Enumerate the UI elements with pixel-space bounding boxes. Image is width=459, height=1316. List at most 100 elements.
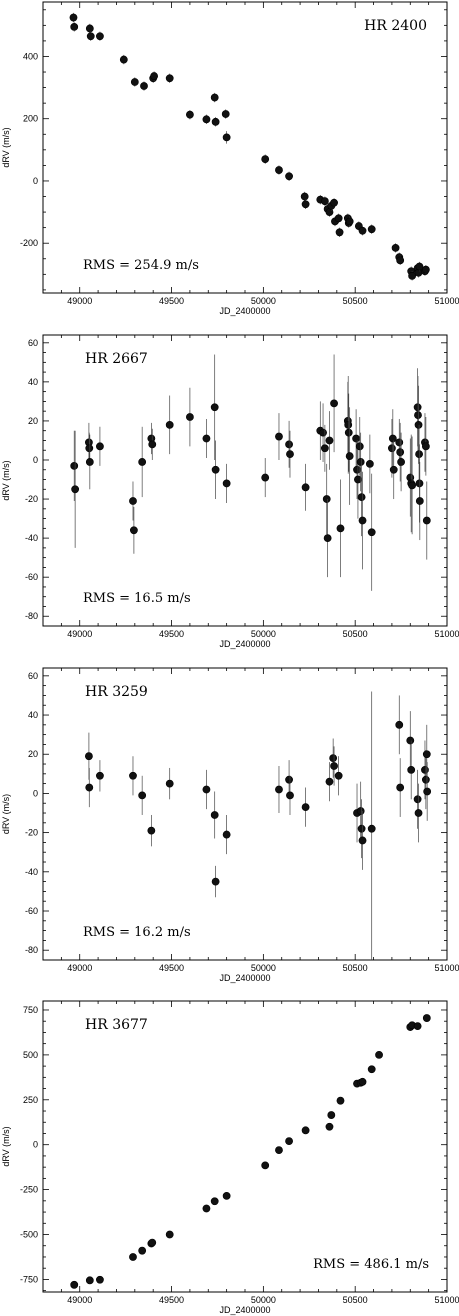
rms-annotation: RMS = 16.5 m/s [83, 591, 191, 606]
data-point [70, 1280, 79, 1289]
data-point [415, 450, 423, 459]
data-point [285, 1137, 293, 1146]
data-point [85, 24, 94, 33]
data-point [210, 403, 219, 412]
data-point [130, 78, 139, 86]
x-tick-label: 49000 [67, 296, 92, 306]
data-point [345, 452, 354, 460]
data-point [358, 516, 367, 525]
data-point [391, 243, 400, 252]
data-point [301, 200, 310, 209]
y-tick-label: 750 [23, 1005, 38, 1015]
y-tick-label: 500 [23, 1050, 38, 1060]
data-point [421, 775, 430, 784]
y-tick-label: 0 [33, 455, 38, 465]
data-point [421, 442, 430, 451]
data-point [327, 1111, 336, 1119]
data-point [345, 217, 354, 226]
data-point [186, 110, 194, 119]
data-point [319, 428, 327, 437]
data-point [96, 1275, 104, 1284]
data-point [301, 1126, 310, 1135]
data-point [301, 803, 310, 812]
data-point [415, 497, 424, 505]
data-point [367, 528, 376, 537]
data-point [261, 473, 270, 482]
data-point [119, 55, 128, 64]
chart-panel-2: 49000 49500 50000 50500 51000 -80 -60 -40 -20 0 20… [1, 667, 459, 983]
data-point [186, 413, 194, 421]
data-point [148, 440, 157, 449]
plot-frame [42, 667, 448, 961]
data-point [85, 1276, 94, 1285]
data-point [165, 420, 174, 429]
data-point [358, 226, 367, 235]
y-tick-label: 250 [23, 1095, 38, 1105]
x-tick-label: 50500 [343, 1295, 368, 1305]
plot-frame [42, 1000, 448, 1293]
data-point [96, 32, 104, 41]
data-point [202, 785, 211, 794]
data-point [330, 399, 338, 408]
data-point [202, 1204, 211, 1213]
plot-frame [42, 334, 448, 627]
y-axis-label: dRV (m/s) [1, 794, 11, 834]
y-tick-label: 40 [28, 710, 38, 720]
data-point [325, 436, 334, 445]
data-point [138, 791, 147, 800]
data-point [85, 783, 94, 792]
x-tick-label: 50500 [343, 963, 368, 973]
data-point [148, 1238, 157, 1247]
x-tick-label: 50000 [251, 629, 276, 639]
data-point [147, 826, 156, 835]
data-point [286, 450, 294, 459]
data-point [357, 493, 366, 502]
y-tick-label: 40 [28, 377, 38, 387]
data-point [330, 198, 338, 207]
x-axis-label: JD_2400000 [219, 973, 270, 983]
data-point [389, 465, 398, 474]
data-point [414, 411, 422, 419]
x-tick-label: 50500 [343, 629, 368, 639]
data-point [285, 172, 293, 181]
data-point [413, 1022, 422, 1031]
data-point [261, 155, 270, 164]
data-point [396, 256, 405, 265]
data-point [222, 479, 231, 488]
data-point [336, 1096, 345, 1105]
data-point [210, 93, 219, 102]
rms-annotation: RMS = 16.2 m/s [83, 925, 191, 940]
data-point [335, 228, 344, 237]
rms-annotation: RMS = 486.1 m/s [313, 1257, 429, 1272]
data-point [202, 115, 211, 124]
data-point [71, 485, 80, 494]
data-point [408, 481, 417, 490]
data-point [70, 22, 79, 31]
y-axis-label: dRV (m/s) [1, 1126, 11, 1166]
y-tick-label: -80 [25, 611, 38, 621]
y-tick-label: -250 [20, 1185, 38, 1195]
data-series [70, 354, 431, 591]
data-point [395, 438, 404, 447]
x-tick-label: 50500 [343, 296, 368, 306]
data-point [415, 262, 424, 271]
x-tick-label: 50000 [251, 296, 276, 306]
data-point [150, 72, 158, 80]
y-tick-label: 20 [28, 416, 38, 426]
x-axis-label: JD_2400000 [219, 1305, 270, 1315]
y-tick-label: -40 [25, 867, 38, 877]
data-point [129, 771, 137, 780]
y-tick-label: -200 [20, 238, 38, 248]
y-axis-label: dRV (m/s) [1, 127, 11, 167]
data-series [85, 691, 432, 960]
data-point [129, 526, 138, 535]
data-point [395, 720, 404, 729]
data-series [69, 12, 430, 281]
data-point [85, 458, 94, 466]
y-tick-label: -750 [20, 1274, 38, 1284]
data-point [70, 461, 79, 470]
x-tick-label: 49500 [159, 296, 184, 306]
y-tick-label: -500 [20, 1230, 38, 1240]
data-point [421, 265, 430, 274]
x-tick-label: 49000 [67, 629, 92, 639]
